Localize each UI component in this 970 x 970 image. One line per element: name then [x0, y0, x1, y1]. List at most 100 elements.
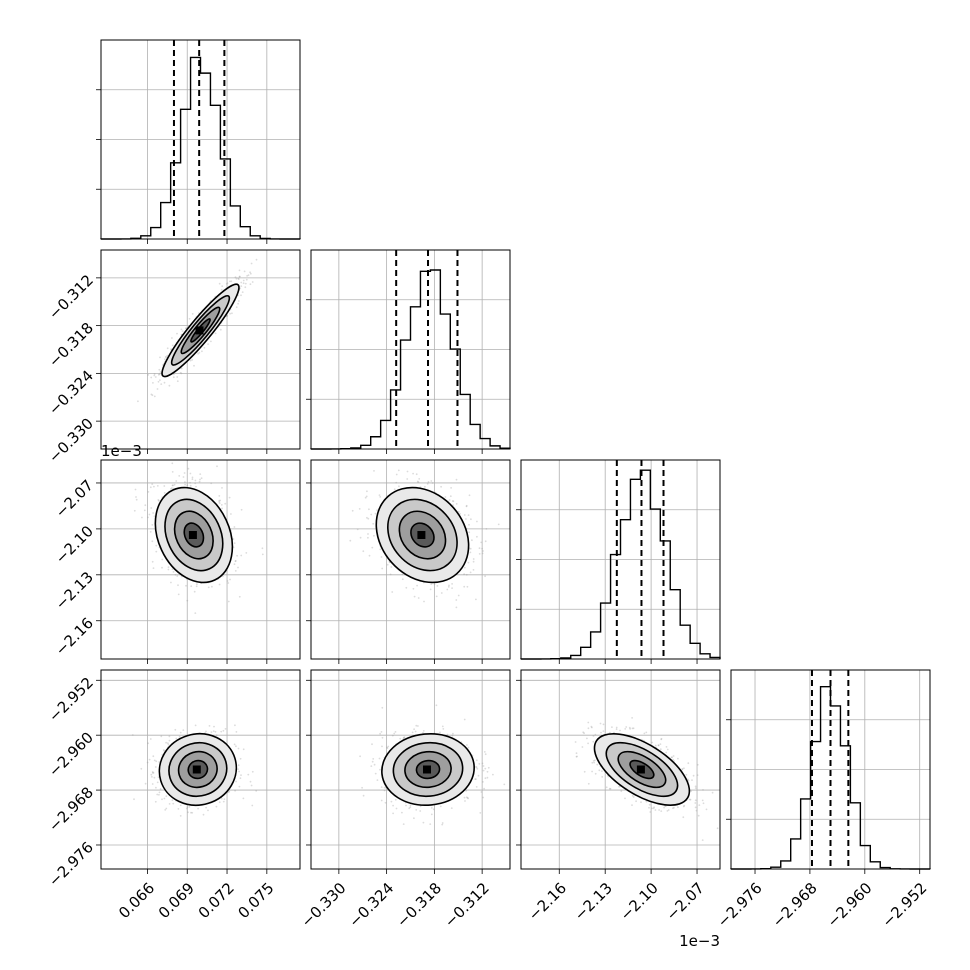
scatter-point [228, 790, 231, 793]
scatter-point [172, 484, 174, 487]
scatter-point [660, 738, 663, 741]
scatter-point [631, 727, 634, 730]
scatter-point [218, 501, 221, 503]
scatter-point [154, 766, 157, 768]
scatter-point [368, 508, 370, 511]
scatter-point [203, 346, 206, 349]
scatter-point [411, 731, 414, 734]
scatter-point [237, 566, 239, 569]
scatter-point [165, 741, 168, 744]
scatter-point [370, 513, 373, 516]
scatter-point [200, 477, 203, 480]
scatter-point [482, 796, 485, 799]
scatter-point [195, 485, 197, 488]
scatter-point [153, 374, 156, 377]
scatter-point [401, 811, 403, 814]
scatter-point [379, 768, 381, 771]
scatter-point [179, 371, 182, 374]
scatter-point [137, 400, 139, 403]
scatter-point [364, 496, 367, 499]
scatter-point [366, 516, 368, 519]
scatter-point [153, 395, 156, 398]
contour-3-1-1 [404, 750, 452, 789]
scatter-point [157, 380, 160, 383]
panel-frame-2-1 [310, 459, 511, 660]
scatter-point [448, 584, 450, 587]
scatter-point [180, 372, 183, 375]
scatter-point [155, 550, 158, 553]
scatter-point [255, 258, 258, 261]
scatter-point [475, 598, 477, 601]
scatter-point [663, 806, 665, 809]
scatter-point [244, 286, 247, 289]
panel-frame-1-1 [310, 249, 511, 450]
scatter-point [475, 759, 478, 762]
scatter-point [367, 517, 370, 520]
scatter-point [237, 302, 240, 305]
scatter-point [236, 554, 239, 557]
scatter-point [632, 727, 635, 730]
scatter-point [225, 315, 228, 318]
scatter-point [378, 494, 381, 496]
scatter-point [463, 796, 466, 799]
contour-3-1-3 [381, 733, 475, 806]
scatter-point [233, 542, 236, 544]
scatter-point [189, 359, 192, 362]
scatter-point [158, 373, 161, 376]
scatter-point [234, 560, 237, 563]
scatter-point [592, 760, 595, 762]
scatter-point [476, 767, 479, 770]
scatter-point [167, 566, 170, 568]
scatter-point [218, 499, 221, 502]
scatter-point [173, 483, 176, 486]
scatter-point [240, 281, 243, 284]
scatter-point [218, 801, 221, 804]
scatter-point [231, 312, 233, 315]
scatter-point [472, 558, 475, 560]
scatter-point [625, 726, 628, 728]
scatter-point [430, 480, 433, 482]
scatter-point [359, 755, 361, 758]
scatter-point [486, 770, 489, 773]
scatter-point [235, 780, 238, 783]
scatter-point [151, 783, 154, 785]
scatter-point [381, 567, 384, 570]
scatter-point [392, 812, 394, 815]
panel-grid-2-2 [516, 460, 720, 664]
scatter-point [240, 554, 243, 557]
scatter-point [218, 502, 221, 504]
scatter-point [435, 595, 438, 598]
scatter-point [233, 563, 236, 566]
scatter-point [451, 734, 454, 737]
scatter-point [384, 801, 387, 804]
scatter-point [414, 730, 417, 733]
scatter-point [158, 793, 160, 796]
panel-content-3-0 [131, 724, 258, 817]
scatter-point [193, 590, 196, 593]
scatter-point [185, 327, 187, 330]
scatter-point [465, 789, 468, 792]
scatter-point [482, 781, 484, 783]
scatter-point [413, 817, 415, 820]
contour-3-1-2 [392, 741, 464, 798]
scatter-point [171, 568, 174, 571]
scatter-point [165, 356, 168, 359]
scatter-point [358, 508, 361, 510]
scatter-point [405, 586, 408, 589]
scatter-point [600, 731, 602, 734]
scatter-point [435, 704, 438, 707]
scatter-point [143, 509, 146, 512]
scatter-point [211, 585, 213, 588]
scatter-point [497, 523, 500, 526]
scatter-point [157, 499, 160, 501]
scatter-point [624, 797, 626, 800]
scatter-point [227, 791, 230, 793]
contour-3-0-1 [177, 750, 218, 789]
scatter-point [172, 802, 175, 805]
scatter-point [175, 737, 178, 740]
scatter-point [394, 731, 397, 733]
scatter-point [191, 313, 194, 315]
scatter-point [395, 807, 398, 810]
scatter-point [412, 587, 415, 590]
